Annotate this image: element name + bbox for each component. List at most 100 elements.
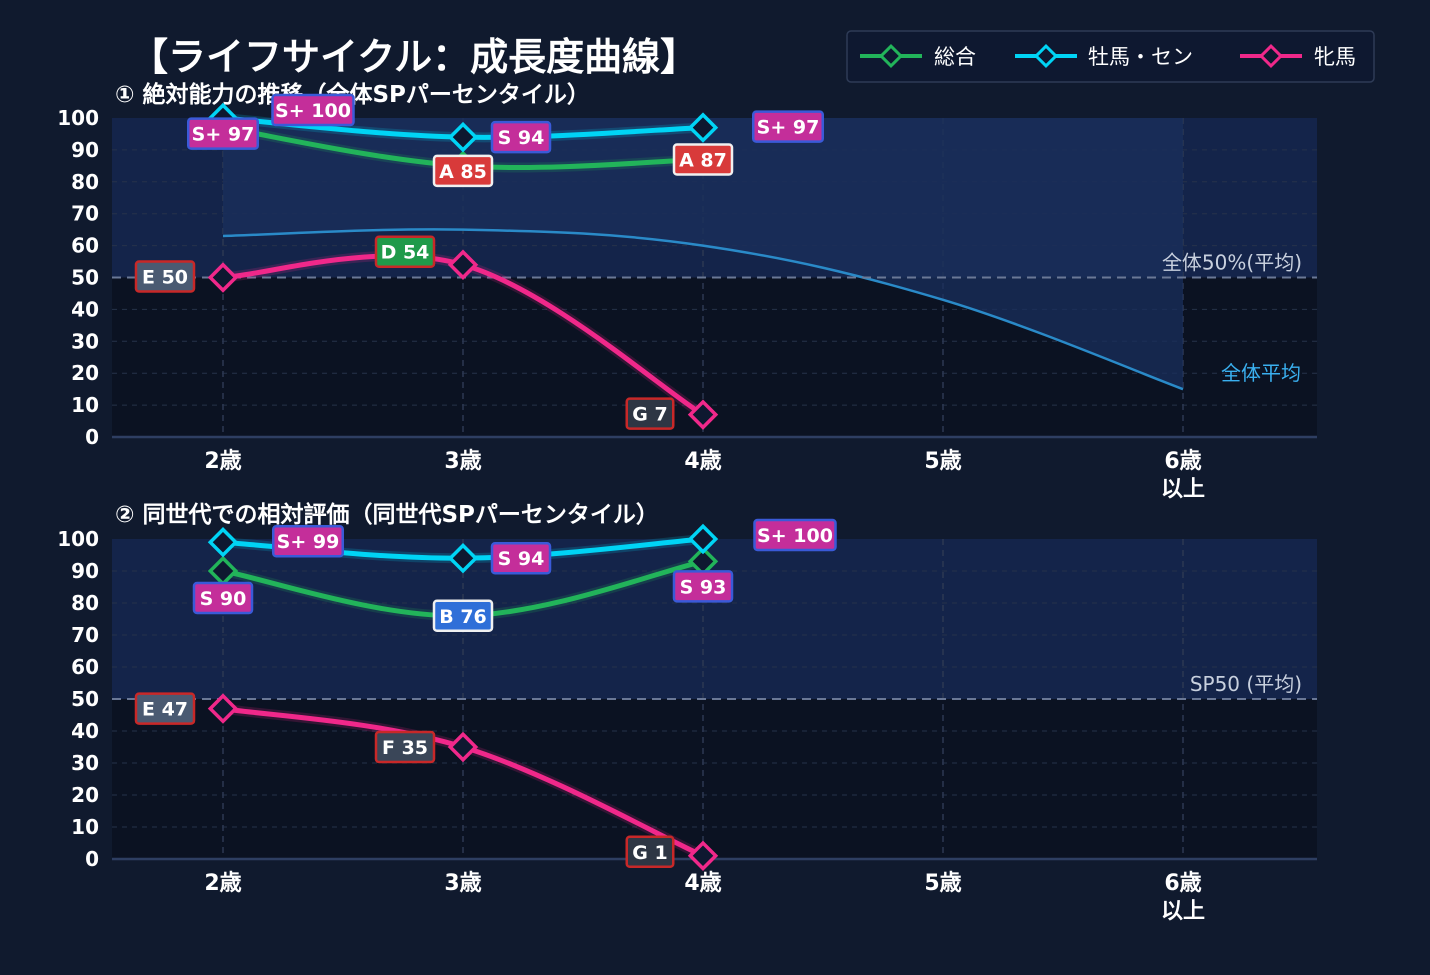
marker-sogo [687,546,719,577]
value-tag-sogo: A 87 [672,143,734,176]
value-tag-label: S 94 [498,548,545,570]
value-tag-label: S 90 [200,588,247,610]
y-tick-label: 20 [71,361,99,385]
x-tick-line: 3歳 [444,871,481,896]
y-tick-label: 60 [71,234,99,258]
value-tag-box [271,93,355,127]
value-tag-hinba: F 35 [374,730,436,764]
x-tick-line: 2歳 [204,449,241,474]
marker-bokuba [447,542,479,574]
x-tick-line: 6歳 [1164,449,1201,474]
value-tag-box [432,599,494,633]
marker-sogo [207,555,239,587]
value-tag-box [490,541,552,575]
value-tag-box [625,835,675,869]
value-tag-label: A 85 [439,161,487,183]
x-tick-label: 4歳 [684,449,721,474]
value-tag-label: E 47 [142,699,188,721]
y-tick-label: 100 [57,106,99,130]
value-tag-box [432,154,494,188]
value-tag-sogo: B 76 [432,599,494,633]
chart-panel-relative: ② 同世代での相対評価（同世代SPパーセンタイル） 0 10 20 30 40 50 60 70… [57,501,1317,924]
value-tag-sogo: A 85 [432,154,494,188]
value-tag-box [753,518,837,552]
legend: 総合 牡馬・セン 牝馬 [846,30,1375,83]
value-tag-bokuba: S 94 [490,541,552,575]
legend-marker-bokuba [1033,43,1059,69]
y-tick-label: 10 [71,393,99,417]
y-tick-label: 80 [71,170,99,194]
value-tag-box [374,235,436,268]
plot-upper-band [112,539,1317,699]
value-tag-label: E 50 [142,267,188,289]
value-tag-sogo: S+ 97 [187,117,259,150]
reference-line-label: SP50 (平均) [1190,672,1302,696]
x-tick-line: 以上 [1161,477,1205,502]
x-tick-label: 5歳 [924,449,961,474]
legend-box [846,30,1375,83]
value-tag-label: S+ 97 [192,124,255,146]
x-tick-line: 2歳 [204,871,241,896]
value-tag-label: F 35 [382,737,428,759]
y-tick-label: 100 [57,527,99,551]
y-tick-label: 60 [71,655,99,679]
value-tag-box [672,570,734,603]
value-tag-label: G 7 [632,404,667,426]
chart-panel-absolute: ① 絶対能力の推移（全体SPパーセンタイル）010203040506070809… [57,81,1317,502]
value-tag-label: S 93 [680,576,727,598]
x-tick-line: 以上 [1161,899,1205,924]
y-tick-label: 50 [71,266,99,290]
value-tag-label: S 94 [498,127,545,149]
value-tag-box [272,524,344,558]
value-tag-label: G 1 [632,842,667,864]
x-tick-line: 5歳 [924,871,961,896]
y-tick-label: 0 [85,847,99,871]
y-tick-label: 30 [71,329,99,353]
value-tag-box [490,120,552,154]
y-tick-label: 40 [71,719,99,743]
y-tick-label: 90 [71,138,99,162]
marker-bokuba [687,112,719,143]
value-tag-hinba: E 50 [134,260,196,293]
x-tick-line: 4歳 [684,871,721,896]
x-tick-line: 6歳 [1164,871,1201,896]
x-tick-label: 6歳以上 [1161,449,1205,502]
value-tag-hinba: G 7 [625,397,675,430]
legend-label-bokuba: 牡馬・セン [1088,45,1193,69]
value-tag-hinba: D 54 [374,235,436,268]
value-tag-box [134,260,196,293]
x-tick-label: 3歳 [444,449,481,474]
x-tick-label: 5歳 [924,871,961,896]
value-tag-box [187,117,259,150]
marker-hinba [447,731,479,763]
value-tag-box [374,730,436,764]
value-tag-box [134,692,196,725]
legend-marker-sogo [878,43,904,69]
marker-hinba [207,693,239,724]
value-tag-label: A 87 [679,149,727,171]
y-tick-label: 90 [71,559,99,583]
value-tag-bokuba: S+ 99 [272,524,344,558]
y-tick-label: 80 [71,591,99,615]
y-tick-label: 40 [71,297,99,321]
legend-label-sogo: 総合 [934,45,976,69]
plot-lower-band [112,699,1317,859]
y-tick-label: 70 [71,202,99,226]
value-tag-label: B 76 [439,606,487,628]
legend-label-hinba: 牝馬 [1314,45,1356,69]
x-tick-label: 3歳 [444,871,481,896]
marker-bokuba [207,526,239,558]
y-tick-label: 70 [71,623,99,647]
marker-bokuba [687,523,719,555]
tag-layer: S+ 97 A 85 A 87 S+ 100 S 94 S+ 97 E 50 D 54 G 7 [134,93,824,430]
value-tag-box [752,110,824,143]
marker-bokuba [447,121,479,153]
average-curve-line [222,228,1184,391]
x-tick-line: 3歳 [444,449,481,474]
legend-marker-hinba [1258,43,1284,69]
chart-title: 【ライフサイクル：成長度曲線】 [130,35,698,79]
y-tick-label: 0 [85,425,99,449]
value-tag-label: S+ 100 [275,100,351,122]
